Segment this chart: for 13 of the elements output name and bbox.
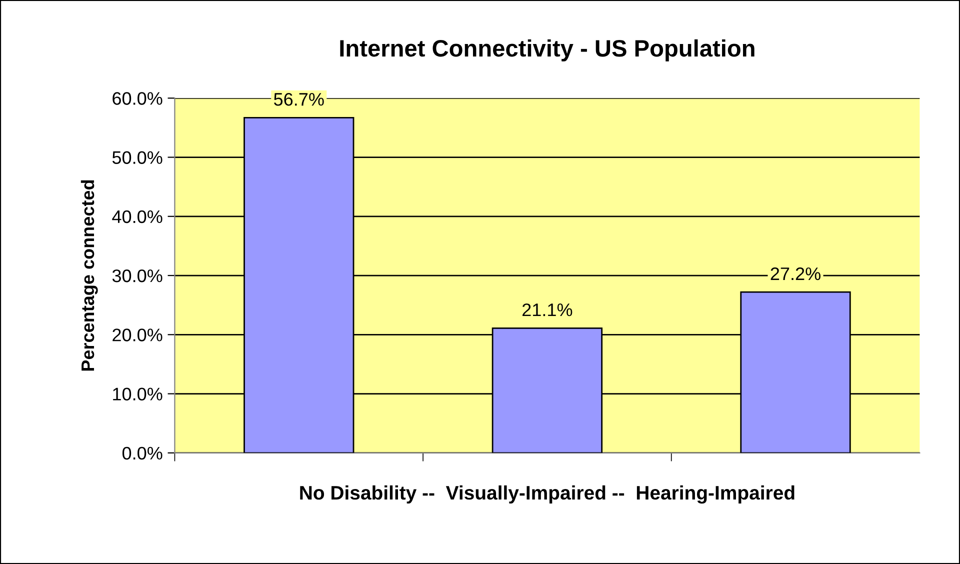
y-tick-label: 40.0% <box>112 210 162 224</box>
y-tick-label: 10.0% <box>113 388 162 400</box>
y-tick-label: 50.0% <box>112 151 162 164</box>
y-tick-label: 30.0% <box>112 269 162 282</box>
y-tick-label: 60.0% <box>112 92 162 105</box>
data-label: 21.1% <box>522 303 572 316</box>
x-axis-title: No Disability -- Visually-Impaired -- Hearing-Impaired <box>300 485 794 504</box>
chart-title: Internet Connectivity - US Population <box>340 39 754 62</box>
data-label: 27.2% <box>770 267 820 280</box>
y-tick-label: 0.0% <box>122 446 162 460</box>
data-label: 56.7% <box>274 92 324 106</box>
y-axis-title: Percentage connected <box>80 180 98 371</box>
y-tick-label: 20.0% <box>112 328 162 342</box>
